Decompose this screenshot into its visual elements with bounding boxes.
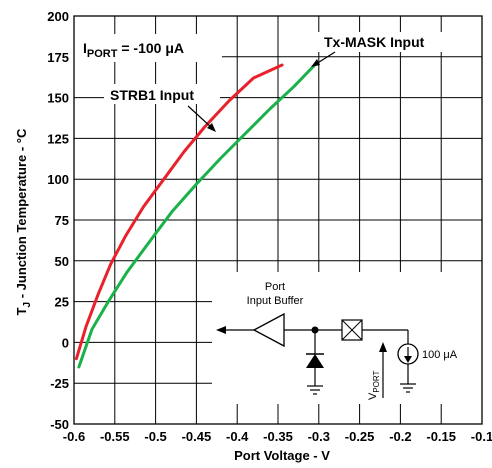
series-line-txmask [77,63,317,369]
y-tick-label: 75 [55,213,69,228]
x-tick-label: -0.45 [182,429,212,444]
y-tick-label: 25 [55,295,69,310]
txmask-label: Tx-MASK Input [324,34,425,50]
current-source-label: 100 μA [422,349,458,361]
plot-frame [73,15,483,425]
strb1-arrow-line [187,105,213,129]
x-axis-label: Port Voltage - V [234,448,330,463]
strb1-arrowhead [207,123,216,132]
x-tick-label: -0.1 [471,429,492,444]
x-tick-labels: -0.6 -0.55 -0.5 -0.45 -0.4 -0.35 -0.3 -0.25 -0.2… [63,429,492,444]
y-tick-label: 175 [47,50,69,65]
x-tick-label: -0.25 [345,429,375,444]
x-tick-label: -0.6 [63,429,85,444]
y-tick-labels: 200 175 150 125 100 75 50 25 0 -25 -50 [47,9,69,432]
y-tick-label: 200 [47,9,69,24]
buffer-label-line2: Input Buffer [247,295,304,307]
iport-label-bg [74,34,222,62]
strb1-label-bg [104,84,220,104]
y-tick-label: 0 [62,335,69,350]
buffer-output-arrowhead [216,326,226,334]
txmask-arrowhead [311,59,320,67]
vport-arrowhead [379,342,387,352]
pad-x2 [341,319,363,341]
vport-label: VPORT [367,370,381,400]
x-tick-label: -0.5 [144,429,166,444]
current-source-arrowhead [404,356,412,363]
iport-label: IPORT = -100 μA [83,40,184,60]
txmask-arrow-line [315,51,336,65]
series-lines [74,63,317,369]
txmask-label-bg [318,32,470,52]
x-tick-label: -0.35 [263,429,293,444]
x-tick-label: -0.2 [389,429,411,444]
series-line-strb1 [74,63,284,361]
y-tick-label: 150 [47,91,69,106]
x-tick-label: -0.15 [426,429,456,444]
y-tick-label: 125 [47,131,69,146]
buffer-label-line1: Port [265,281,285,293]
y-tick-label: 50 [55,254,69,269]
circuit-inset: Port Input Buffer 100 μA [212,272,482,404]
y-tick-label: -25 [50,376,69,391]
strb1-label: STRB1 Input [110,87,194,103]
diode-icon [306,354,324,368]
x-tick-label: -0.55 [100,429,130,444]
inset-bg [212,272,482,404]
x-tick-label: -0.3 [308,429,330,444]
y-tick-label: 100 [47,172,69,187]
y-axis-label: TJ - Junction Temperature - °C [14,128,33,315]
y-tick-label: -50 [50,417,69,432]
x-tick-label: -0.4 [226,429,249,444]
